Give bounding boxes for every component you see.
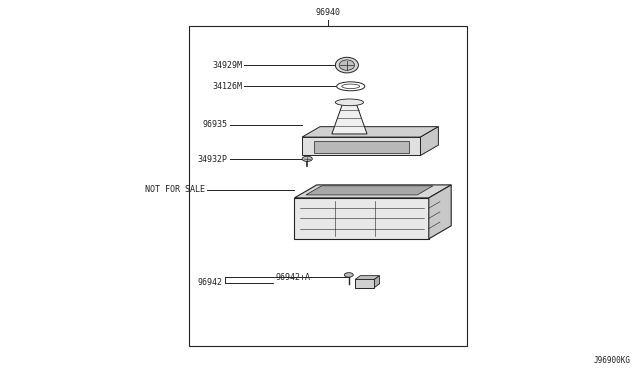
Text: 96942: 96942 [198, 278, 223, 287]
Ellipse shape [337, 82, 365, 91]
Text: 34932P: 34932P [197, 155, 227, 164]
Polygon shape [332, 102, 367, 134]
Ellipse shape [344, 273, 353, 277]
Text: 34126M: 34126M [212, 82, 242, 91]
Polygon shape [302, 137, 420, 155]
Text: 96935: 96935 [202, 120, 227, 129]
Text: 96940: 96940 [316, 8, 341, 17]
Ellipse shape [342, 84, 360, 89]
Polygon shape [420, 127, 438, 155]
Polygon shape [355, 276, 380, 279]
Ellipse shape [302, 156, 312, 161]
Polygon shape [302, 127, 438, 137]
Text: J96900KG: J96900KG [593, 356, 630, 365]
Text: NOT FOR SALE: NOT FOR SALE [145, 185, 205, 194]
Polygon shape [374, 276, 380, 288]
Bar [294, 198, 429, 239]
Bar [314, 141, 409, 153]
Ellipse shape [335, 57, 358, 73]
Bar [355, 279, 374, 288]
Text: 34929M: 34929M [212, 61, 242, 70]
Polygon shape [429, 185, 451, 239]
Polygon shape [294, 185, 451, 198]
Ellipse shape [335, 99, 364, 106]
Ellipse shape [339, 60, 355, 70]
Bar [189, 26, 467, 346]
Text: 96942+A: 96942+A [275, 273, 310, 282]
Polygon shape [306, 186, 433, 195]
